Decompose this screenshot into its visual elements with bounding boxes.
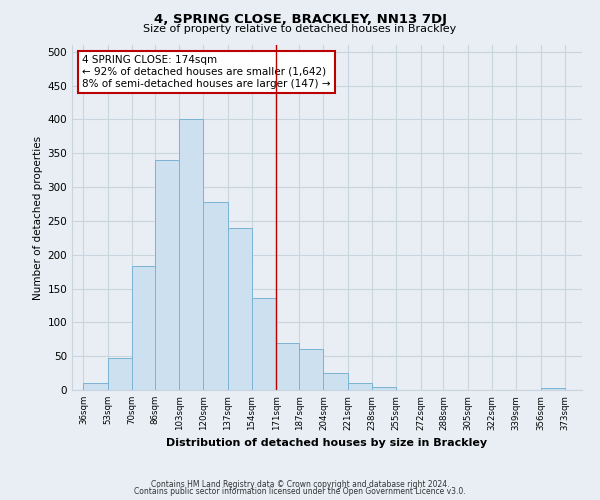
Bar	[252, 298, 276, 390]
Bar	[155, 160, 179, 390]
Text: 4, SPRING CLOSE, BRACKLEY, NN13 7DJ: 4, SPRING CLOSE, BRACKLEY, NN13 7DJ	[154, 12, 446, 26]
Bar	[348, 383, 372, 390]
Y-axis label: Number of detached properties: Number of detached properties	[33, 136, 43, 300]
Bar	[228, 228, 252, 390]
Bar	[541, 388, 565, 390]
Text: 4 SPRING CLOSE: 174sqm
← 92% of detached houses are smaller (1,642)
8% of semi-d: 4 SPRING CLOSE: 174sqm ← 92% of detached…	[82, 56, 331, 88]
Text: Size of property relative to detached houses in Brackley: Size of property relative to detached ho…	[143, 24, 457, 34]
Bar	[179, 120, 203, 390]
Bar	[276, 342, 299, 390]
Text: Contains public sector information licensed under the Open Government Licence v3: Contains public sector information licen…	[134, 487, 466, 496]
Bar	[132, 266, 155, 390]
Bar	[203, 202, 228, 390]
Bar	[372, 386, 396, 390]
Bar	[108, 358, 132, 390]
X-axis label: Distribution of detached houses by size in Brackley: Distribution of detached houses by size …	[166, 438, 488, 448]
Bar	[299, 348, 323, 390]
Text: Contains HM Land Registry data © Crown copyright and database right 2024.: Contains HM Land Registry data © Crown c…	[151, 480, 449, 489]
Bar	[83, 383, 108, 390]
Bar	[323, 373, 348, 390]
